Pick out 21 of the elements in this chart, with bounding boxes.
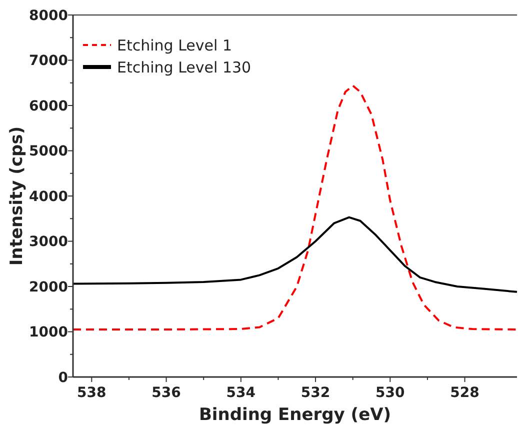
- x-tick-label: 532: [300, 385, 330, 401]
- y-tick-label: 8000: [29, 8, 68, 24]
- x-tick-label: 530: [376, 385, 406, 401]
- x-tick-label: 536: [152, 385, 181, 401]
- x-tick-label: 528: [450, 385, 480, 401]
- x-axis-title: Binding Energy (eV): [198, 405, 392, 425]
- y-tick-label: 0: [58, 370, 68, 386]
- y-tick-label: 5000: [29, 144, 68, 160]
- y-tick-label: 2000: [29, 279, 68, 296]
- legend-label: Etching Level 1: [117, 36, 232, 54]
- y-tick-label: 6000: [29, 98, 68, 114]
- x-tick-label: 538: [77, 385, 106, 401]
- y-tick-label: 4000: [29, 188, 68, 205]
- x-tick-label: 534: [226, 385, 256, 401]
- line-series: [72, 216, 518, 293]
- y-tick-label: 3000: [29, 234, 68, 250]
- y-tick-label: 7000: [29, 53, 68, 70]
- y-tick-label: 1000: [29, 324, 68, 341]
- y-axis-title: Intensity (cps): [7, 126, 27, 266]
- line-series: [72, 84, 518, 330]
- legend-label: Etching Level 130: [117, 58, 252, 76]
